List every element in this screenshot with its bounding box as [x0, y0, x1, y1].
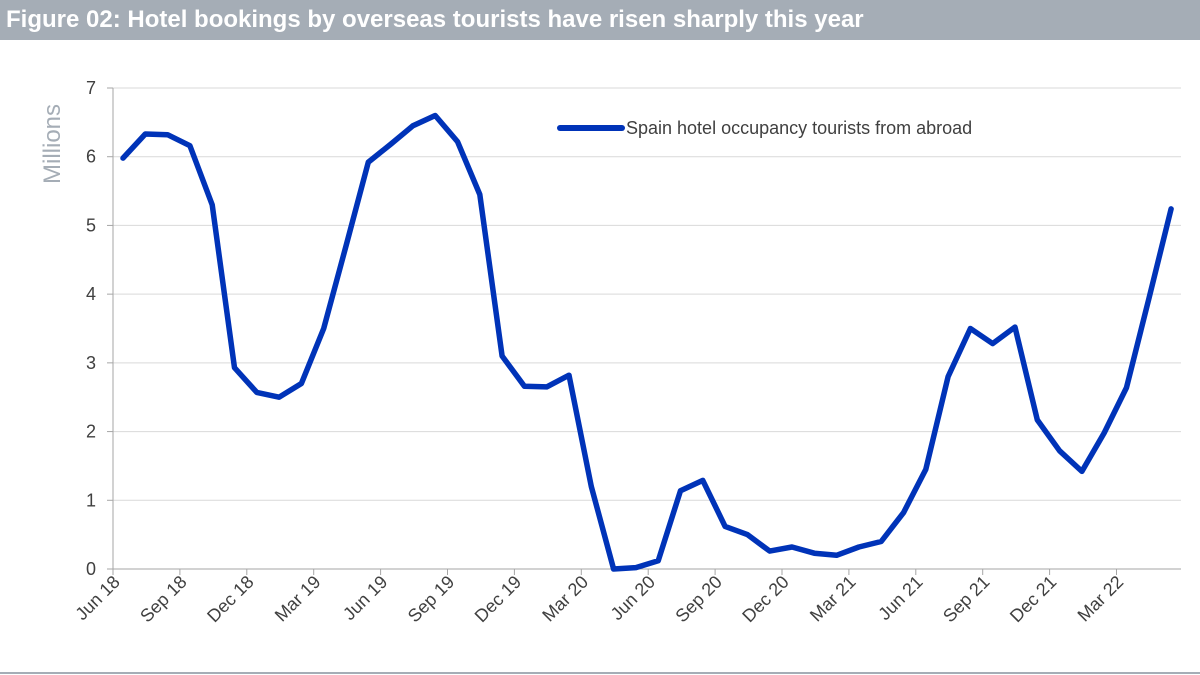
- legend: Spain hotel occupancy tourists from abro…: [557, 118, 972, 138]
- y-tick-label: 5: [86, 215, 96, 235]
- x-tick-label: Dec 21: [1006, 572, 1060, 626]
- y-tick-label: 7: [86, 78, 96, 98]
- x-tick-label: Jun 20: [607, 572, 659, 624]
- x-tick-label: Dec 18: [203, 572, 257, 626]
- x-tick-label: Sep 21: [939, 572, 993, 626]
- y-tick-label: 4: [86, 284, 96, 304]
- x-tick-label: Dec 19: [471, 572, 525, 626]
- chart-title: Figure 02: Hotel bookings by overseas to…: [0, 0, 1200, 40]
- x-tick-label: Sep 18: [136, 572, 190, 626]
- x-tick-label: Mar 19: [271, 572, 325, 626]
- x-tick-label: Jun 18: [71, 572, 123, 624]
- y-axis-label: Millions: [39, 104, 66, 184]
- x-tick-label: Jun 21: [874, 572, 926, 624]
- y-tick-label: 1: [86, 490, 96, 510]
- x-tick-label: Sep 20: [671, 572, 725, 626]
- x-tick-label: Mar 21: [806, 572, 860, 626]
- x-tick-label: Mar 20: [538, 572, 592, 626]
- series-layer: [120, 112, 1174, 572]
- series-line-0: [120, 112, 1174, 572]
- y-tick-label: 3: [86, 353, 96, 373]
- x-tick-label: Jun 19: [339, 572, 391, 624]
- legend-label: Spain hotel occupancy tourists from abro…: [626, 118, 972, 138]
- x-tick-label: Dec 20: [738, 572, 792, 626]
- y-tick-label: 0: [86, 559, 96, 579]
- x-tick-label: Sep 19: [404, 572, 458, 626]
- y-tick-label: 2: [86, 422, 96, 442]
- bottom-rule: [0, 672, 1200, 674]
- x-tick-label: Mar 22: [1074, 572, 1128, 626]
- y-tick-label: 6: [86, 147, 96, 167]
- gridlines: [113, 87, 1181, 501]
